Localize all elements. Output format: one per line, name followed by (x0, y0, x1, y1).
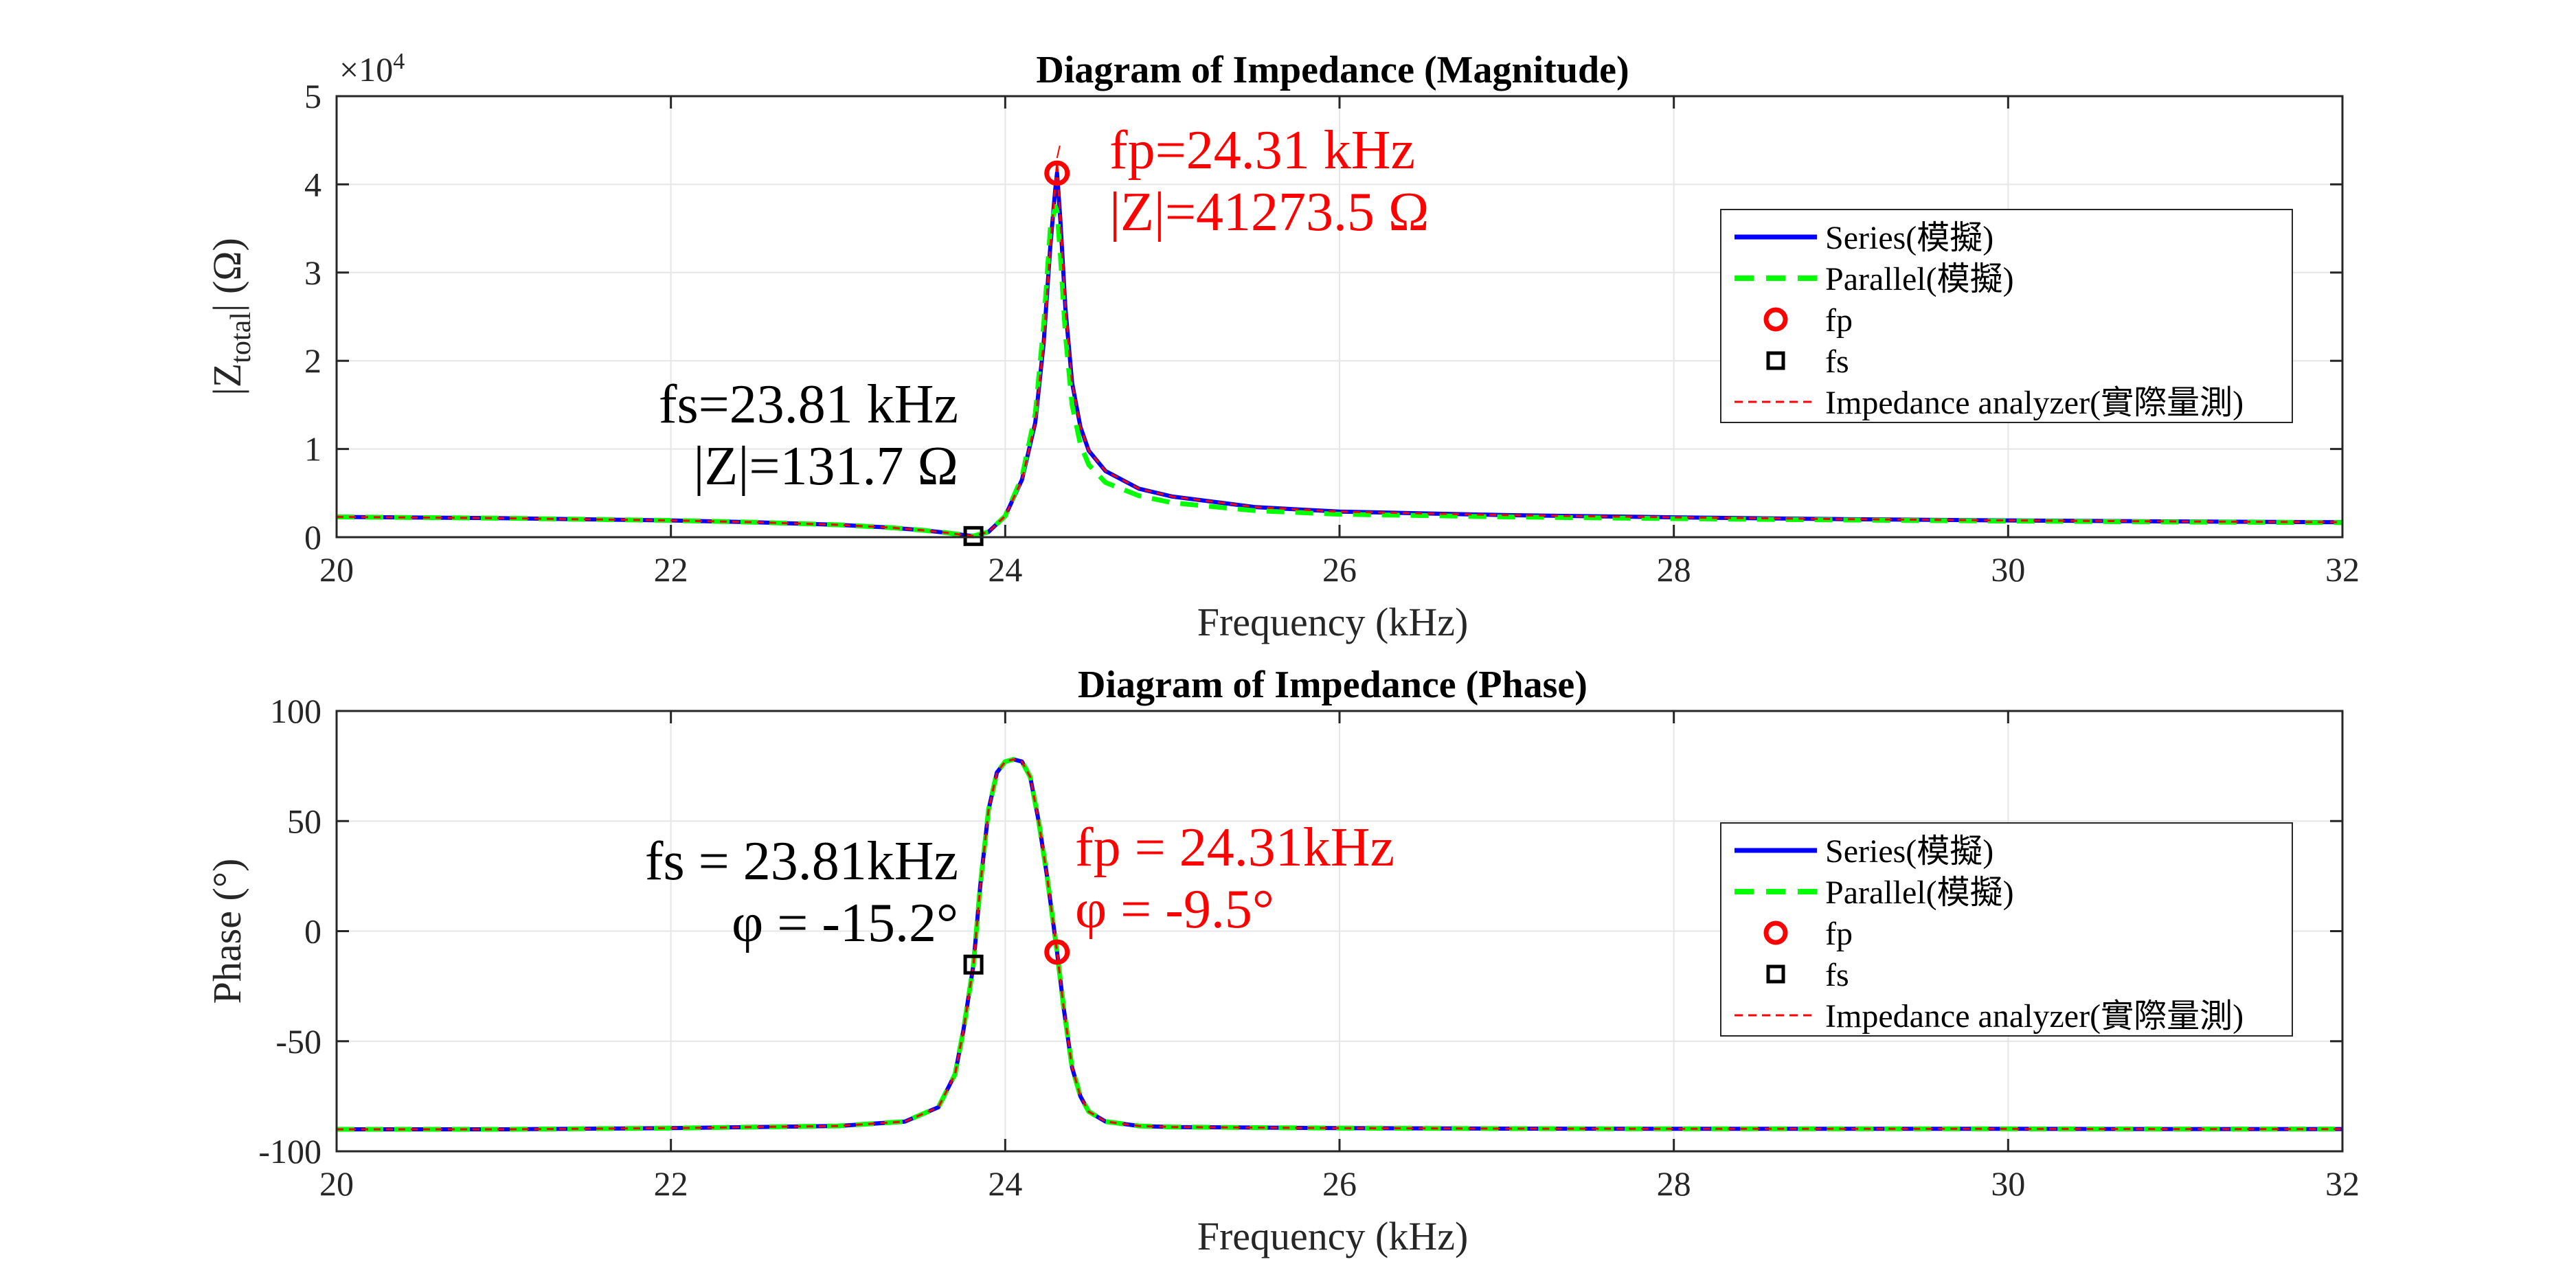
y-axis-label: Phase (°) (205, 859, 249, 1004)
legend-swatch-fs (1766, 964, 1785, 984)
legend-label: Series(模擬) (1825, 833, 1993, 870)
y-axis-label: |Ztotal| (Ω) (205, 238, 257, 396)
y-tick-label: 2 (304, 341, 321, 380)
legend-swatch-fs (1766, 351, 1785, 370)
x-tick-label: 28 (1657, 550, 1691, 589)
legend-label: fs (1825, 957, 1849, 993)
x-axis-label: Frequency (kHz) (1197, 1214, 1469, 1258)
fp-annotation-freq: fp=24.31 kHz (1109, 120, 1415, 181)
y-tick-label: -100 (258, 1132, 321, 1171)
x-tick-label: 24 (988, 550, 1022, 589)
x-tick-label: 28 (1657, 1164, 1691, 1203)
fs-annotation-freq: fs=23.81 kHz (659, 374, 958, 435)
fp-annotation-freq: fp = 24.31kHz (1075, 817, 1394, 878)
legend-label: fp (1825, 916, 1853, 952)
x-tick-label: 20 (319, 550, 354, 589)
x-tick-label: 26 (1322, 550, 1357, 589)
legend-swatch-fp (1763, 920, 1788, 945)
x-tick-label: 30 (1991, 1164, 2025, 1203)
fs-annotation-freq: fs = 23.81kHz (645, 831, 958, 892)
y-tick-label: 0 (304, 518, 321, 556)
x-tick-label: 26 (1322, 1164, 1357, 1203)
legend-swatch-fp (1763, 307, 1788, 332)
fp-marker (1044, 160, 1070, 186)
chart-panel-phase: 20 22 24 26 28 30 32 -100 -50 0 50 100 Diagram of Im… (205, 664, 2360, 1258)
legend-label: fs (1825, 343, 1849, 380)
x-tick-label: 30 (1991, 550, 2025, 589)
y-tick-label: 5 (304, 77, 321, 115)
y-exponent-label: ×104 (339, 49, 405, 89)
fp-annotation-value: |Z|=41273.5 Ω (1109, 182, 1429, 242)
fp-leader (1056, 145, 1061, 159)
legend: Series(模擬) Parallel(模擬) fp fs Impedance anal… (1720, 822, 2293, 1037)
fs-marker (963, 526, 984, 546)
legend-label: Parallel(模擬) (1825, 874, 2014, 911)
x-tick-label: 20 (319, 1164, 354, 1203)
x-tick-label: 32 (2325, 550, 2360, 589)
parallel-line (336, 204, 2343, 539)
legend-box (1720, 209, 2293, 423)
chart-title: Diagram of Impedance (Phase) (1078, 664, 1588, 706)
fs-annotation-value: φ = -15.2° (732, 893, 958, 953)
legend-box (1720, 822, 2293, 1037)
analyzer-line (337, 758, 2342, 1131)
fs-annotation-value: |Z|=131.7 Ω (694, 436, 958, 497)
legend-label: Impedance analyzer(實際量測) (1825, 385, 2244, 421)
x-tick-label: 22 (654, 550, 688, 589)
fp-annotation-value: φ = -9.5° (1075, 879, 1274, 940)
y-tick-label: 0 (304, 912, 321, 951)
y-tick-label: 3 (304, 253, 321, 292)
y-tick-label: 1 (304, 430, 321, 468)
fp-marker (1044, 939, 1070, 965)
legend: Series(模擬) Parallel(模擬) fp fs Impedance anal… (1720, 209, 2293, 423)
y-tick-label: -50 (275, 1022, 321, 1061)
y-tick-label: 50 (287, 802, 321, 840)
legend-label: Impedance analyzer(實際量測) (1825, 998, 2244, 1035)
fs-marker (963, 954, 984, 975)
legend-label: Parallel(模擬) (1825, 261, 2014, 297)
legend-label: Series(模擬) (1825, 220, 1993, 256)
x-tick-label: 24 (988, 1164, 1022, 1203)
y-tick-label: 100 (270, 692, 321, 730)
x-tick-label: 22 (654, 1164, 688, 1203)
chart-title: Diagram of Impedance (Magnitude) (1036, 49, 1629, 91)
x-axis-label: Frequency (kHz) (1197, 600, 1469, 644)
x-tick-label: 32 (2325, 1164, 2360, 1203)
y-tick-label: 4 (304, 165, 321, 203)
chart-panel-mag: 20 22 24 26 28 30 32 0 1 2 3 4 5 Diagram of Impedance… (205, 49, 2360, 644)
legend-label: fp (1825, 302, 1853, 339)
